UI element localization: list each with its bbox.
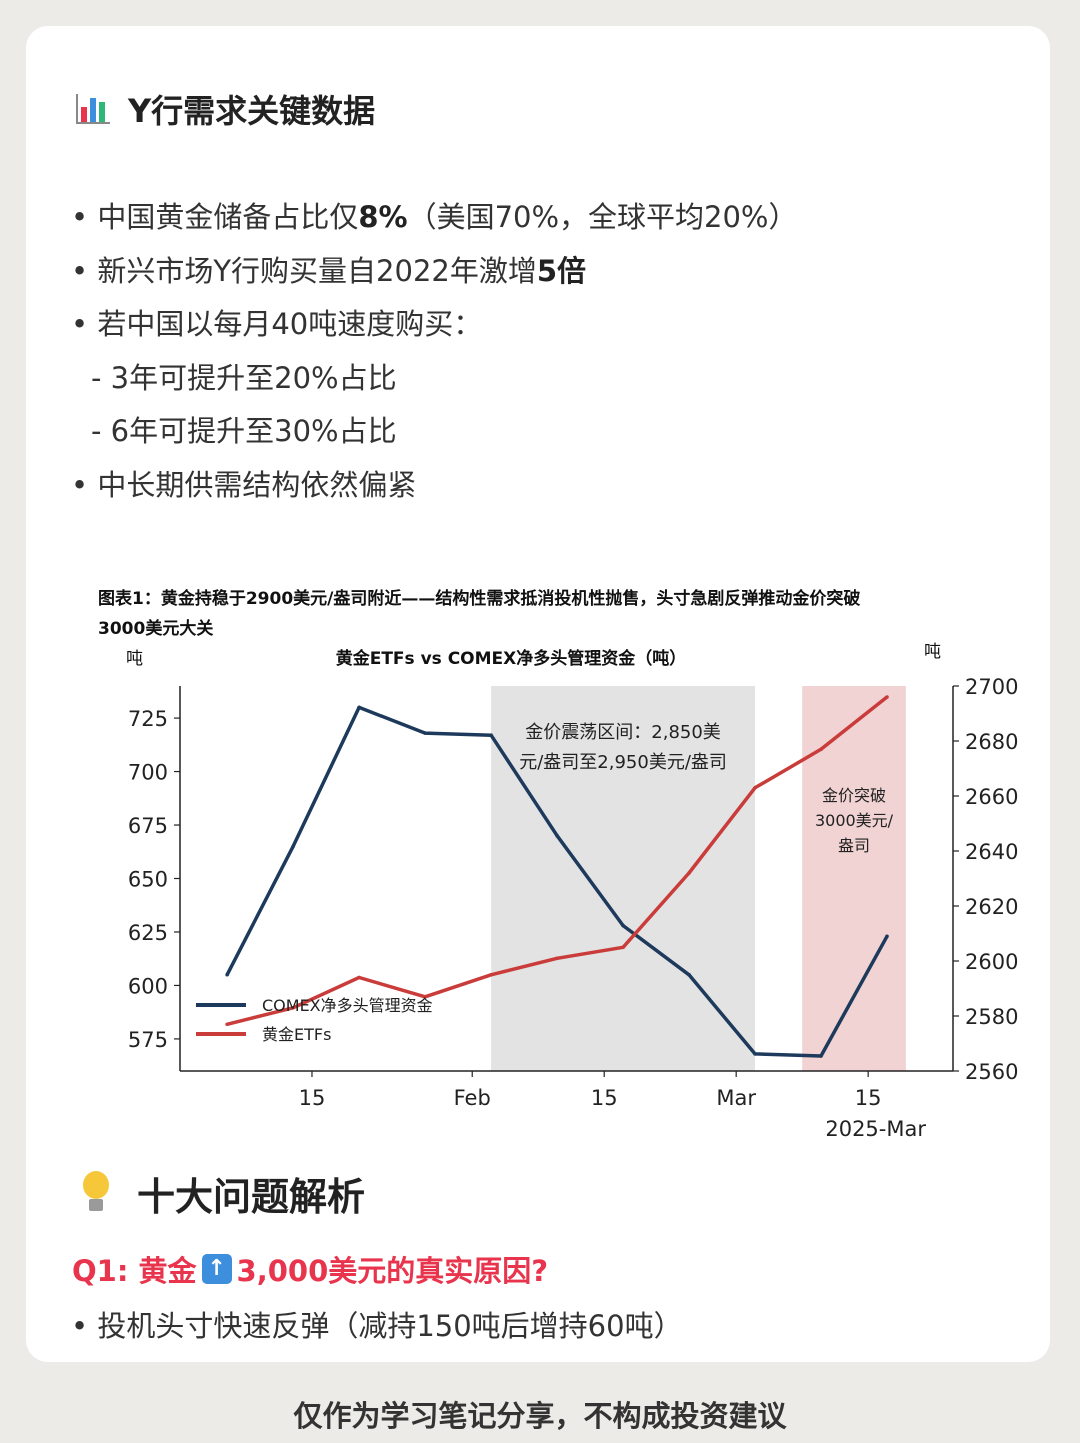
gold-chart: 图表1：黄金持稳于2900美元/盎司附近——结构性需求抵消投机性抛售，头寸急剧反… (98, 588, 1018, 1141)
series-1-point-10 (885, 695, 889, 699)
x-tick-1: Feb (454, 1086, 491, 1110)
right-tick-2680: 2680 (965, 730, 1018, 754)
series-0-point-0 (225, 972, 229, 977)
left-tick-575: 575 (128, 1028, 168, 1052)
x-tick-0: 15 (299, 1086, 326, 1110)
right-tick-2560: 2560 (965, 1060, 1018, 1084)
right-tick-2660: 2660 (965, 785, 1018, 809)
chart-caption-line2: 3000美元大关 (98, 618, 213, 639)
series-0-point-10 (885, 934, 889, 939)
q1-heading: Q1: 黄金 ↑ 3,000美元的真实原因? (72, 1248, 548, 1290)
x-tick-3: Mar (716, 1086, 756, 1110)
series-1-point-4 (489, 972, 493, 977)
bar-chart-icon (76, 94, 110, 124)
series-1-point-0 (225, 1022, 229, 1027)
series-1-point-9 (819, 747, 823, 752)
lightbulb-icon (81, 1170, 111, 1217)
band-1-label-2: 盎司 (838, 836, 870, 855)
footer-disclaimer: 仅作为学习笔记分享，不构成投资建议 (293, 1399, 787, 1433)
bullet-reserve: • 中国黄金储备占比仅8%（美国70%，全球平均20%） (71, 200, 798, 234)
series-0-point-7 (687, 972, 691, 977)
left-unit-label: 吨 (126, 649, 143, 669)
band-0-label-1: 元/盎司至2,950美元/盎司 (519, 752, 727, 773)
left-tick-700: 700 (128, 761, 168, 785)
legend-label-0: COMEX净多头管理资金 (262, 996, 433, 1015)
series-1-point-7 (687, 871, 691, 875)
band-0-label-0: 金价震荡区间：2,850美 (525, 722, 721, 743)
q1-part1: Q1: 黄金 (72, 1254, 197, 1288)
x-sublabel: 2025-Mar (825, 1117, 926, 1141)
series-1-point-8 (753, 785, 757, 790)
series-0-point-4 (489, 733, 493, 737)
left-tick-600: 600 (128, 974, 168, 998)
right-tick-2640: 2640 (965, 840, 1018, 864)
bullet-emerging: • 新兴市场Y行购买量自2022年激增5倍 (71, 253, 587, 288)
q1-part2: 3,000美元的真实原因? (236, 1254, 549, 1288)
x-tick-4: 15 (855, 1086, 882, 1110)
right-tick-2700: 2700 (965, 675, 1018, 699)
series-0-point-3 (423, 731, 427, 735)
note-card: Y行需求关键数据 • 中国黄金储备占比仅8%（美国70%，全球平均20%） • … (26, 26, 1050, 1362)
series-0-point-8 (753, 1052, 757, 1056)
left-tick-725: 725 (128, 707, 168, 731)
series-0-point-1 (291, 844, 295, 849)
series-1-point-2 (357, 975, 361, 980)
chart-title: 黄金ETFs vs COMEX净多头管理资金（吨） (336, 648, 687, 669)
section2-title: 十大问题解析 (137, 1175, 366, 1219)
right-tick-2620: 2620 (965, 895, 1018, 919)
bullet-china-buying: • 若中国以每月40吨速度购买： (71, 307, 483, 341)
band-0 (491, 686, 756, 1071)
chart-caption-line1: 图表1：黄金持稳于2900美元/盎司附近——结构性需求抵消投机性抛售，头寸急剧反… (98, 588, 860, 609)
series-0-point-6 (621, 923, 625, 928)
arrow-up-icon: ↑ (201, 1254, 232, 1284)
series-0-point-5 (555, 833, 559, 838)
left-tick-625: 625 (128, 921, 168, 945)
bullet-supply: • 中长期供需结构依然偏紧 (71, 467, 417, 502)
section1-bullets: • 中国黄金储备占比仅8%（美国70%，全球平均20%） • 新兴市场Y行购买量… (71, 191, 798, 512)
series-1-point-1 (291, 1005, 295, 1010)
series-1-point-6 (621, 945, 625, 950)
section2-heading: 十大问题解析 (81, 1166, 365, 1221)
left-tick-650: 650 (128, 868, 168, 892)
legend-label-1: 黄金ETFs (262, 1025, 331, 1044)
series-1-point-3 (423, 994, 427, 999)
left-tick-675: 675 (128, 814, 168, 838)
section1-title: Y行需求关键数据 (128, 92, 376, 130)
q1-bullet: • 投机头寸快速反弹（减持150吨后增持60吨） (71, 1309, 683, 1343)
sub-bullet-6yr: - 6年可提升至30%占比 (91, 414, 397, 448)
series-1-point-5 (555, 956, 559, 961)
sub-bullet-3yr: - 3年可提升至20%占比 (91, 360, 397, 395)
section1-heading: Y行需求关键数据 (76, 86, 375, 132)
right-unit-label: 吨 (924, 642, 941, 662)
band-1-label-0: 金价突破 (822, 786, 886, 805)
x-tick-2: 15 (591, 1086, 618, 1110)
series-0-point-2 (357, 705, 361, 710)
right-tick-2600: 2600 (965, 950, 1018, 974)
right-tick-2580: 2580 (965, 1005, 1018, 1029)
series-0-point-9 (819, 1054, 823, 1058)
band-1-label-1: 3000美元/ (815, 811, 894, 830)
band-1 (802, 686, 906, 1071)
